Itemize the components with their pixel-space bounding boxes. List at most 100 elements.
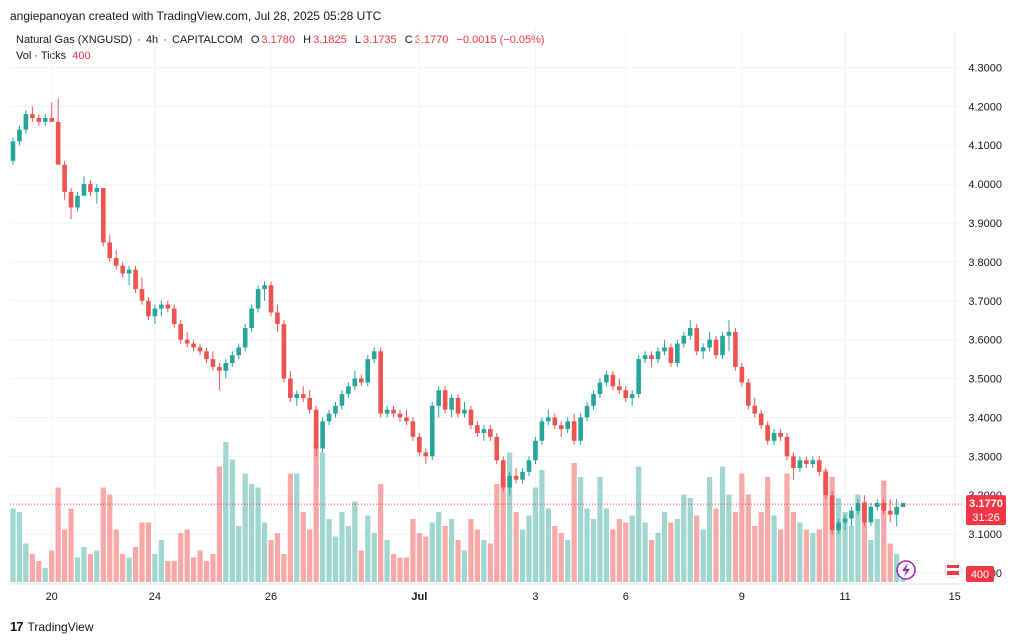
- volume-bar: [216, 466, 222, 582]
- volume-bar: [87, 554, 93, 582]
- candle-body: [675, 343, 680, 363]
- candle-body: [875, 503, 880, 507]
- candle-body: [23, 114, 29, 130]
- candle-body: [429, 405, 435, 457]
- volume-bar: [887, 543, 893, 582]
- candle-body: [655, 351, 661, 360]
- volume-bar: [558, 533, 564, 582]
- volume-bar: [468, 519, 474, 582]
- tradingview-brand[interactable]: 17 TradingView: [10, 619, 94, 634]
- candle-body: [668, 347, 674, 363]
- volume-bar: [210, 554, 216, 582]
- volume-bar: [739, 473, 745, 582]
- volume-bar: [255, 487, 261, 582]
- candle-body: [339, 394, 345, 406]
- candle-body: [75, 195, 80, 208]
- volume-bar: [345, 526, 351, 582]
- candle-body: [442, 390, 448, 410]
- candle-body: [217, 366, 222, 371]
- high-label: H: [303, 34, 312, 46]
- markers: 3.1770 31:26 400: [10, 495, 1006, 582]
- open-value: 3.1780: [261, 34, 296, 46]
- candle-body: [410, 421, 416, 437]
- volume-bar: [320, 452, 326, 582]
- y-tick-label: 3.8000: [968, 257, 1002, 269]
- volume-bar: [810, 533, 816, 582]
- volume-bar: [120, 554, 126, 582]
- candle-body: [326, 413, 332, 422]
- volume-bar: [178, 533, 184, 582]
- candle-body: [359, 378, 364, 383]
- volume-bar: [803, 529, 809, 582]
- volume-bar: [855, 494, 861, 582]
- candle-body: [855, 503, 861, 511]
- candle-body: [36, 118, 42, 122]
- volume-bar: [436, 512, 442, 582]
- candle-body: [520, 471, 525, 480]
- volume-bar: [674, 519, 680, 582]
- candle-body: [133, 269, 138, 290]
- volume-bar: [771, 515, 777, 582]
- candle-body: [662, 347, 667, 352]
- volume-bar: [242, 473, 248, 582]
- volume-bar: [836, 498, 842, 582]
- candle-body: [565, 421, 570, 430]
- candle-body: [62, 164, 67, 192]
- volume-legend: Vol · Ticks 400: [16, 50, 91, 62]
- candle-body: [262, 285, 267, 290]
- volume-bar: [565, 540, 571, 582]
- volume-bar: [713, 508, 719, 582]
- volume-bar: [661, 512, 668, 582]
- volume-bar: [36, 561, 42, 582]
- x-tick-label: 20: [46, 591, 58, 603]
- instrument-name[interactable]: Natural Gas (XNGUSD): [16, 34, 133, 46]
- volume-bar: [571, 463, 577, 582]
- candle-body: [494, 436, 500, 461]
- candle-body: [500, 460, 506, 488]
- flag-icon: [944, 561, 962, 579]
- candle-body: [210, 359, 216, 367]
- volume-label[interactable]: Vol · Ticks: [16, 50, 67, 62]
- candle-body: [384, 409, 390, 414]
- candle-body: [307, 398, 312, 410]
- volume-bar: [694, 515, 700, 582]
- candle-body: [68, 191, 74, 208]
- candle-body: [197, 347, 203, 352]
- candle-body: [320, 421, 325, 449]
- candle-body: [371, 351, 377, 360]
- volume-bar: [378, 484, 384, 582]
- candle-body: [823, 471, 828, 496]
- volume-bar: [539, 470, 545, 582]
- candle-body: [165, 304, 171, 309]
- candle-body: [687, 328, 693, 336]
- candle-body: [49, 118, 54, 122]
- volume-bar: [429, 522, 435, 582]
- candles: [10, 98, 906, 535]
- candle-body: [533, 440, 538, 461]
- candle-body: [449, 398, 454, 410]
- candle-body: [771, 433, 777, 441]
- candle-body: [88, 184, 93, 192]
- volume-bar: [700, 529, 706, 582]
- candle-body: [700, 347, 706, 352]
- volume-bar: [145, 522, 152, 582]
- candle-body: [758, 413, 764, 426]
- volume-bar: [590, 519, 597, 582]
- x-tick-label: 11: [839, 591, 850, 603]
- volume-bar: [171, 561, 177, 582]
- volume-bar: [823, 470, 829, 582]
- y-tick-label: 4.2000: [968, 101, 1002, 113]
- candle-body: [584, 405, 590, 418]
- x-tick-label: 24: [149, 591, 161, 603]
- candle-body: [313, 409, 319, 449]
- candle-body: [810, 460, 816, 465]
- candle-body: [507, 475, 512, 488]
- brand-name: TradingView: [27, 619, 94, 634]
- volume-value: 400: [72, 50, 91, 62]
- volume-bar: [623, 522, 629, 582]
- y-tick-label: 3.1000: [968, 529, 1002, 541]
- candle-body: [275, 312, 280, 325]
- volume-bar: [371, 533, 377, 582]
- candle-body: [436, 390, 441, 406]
